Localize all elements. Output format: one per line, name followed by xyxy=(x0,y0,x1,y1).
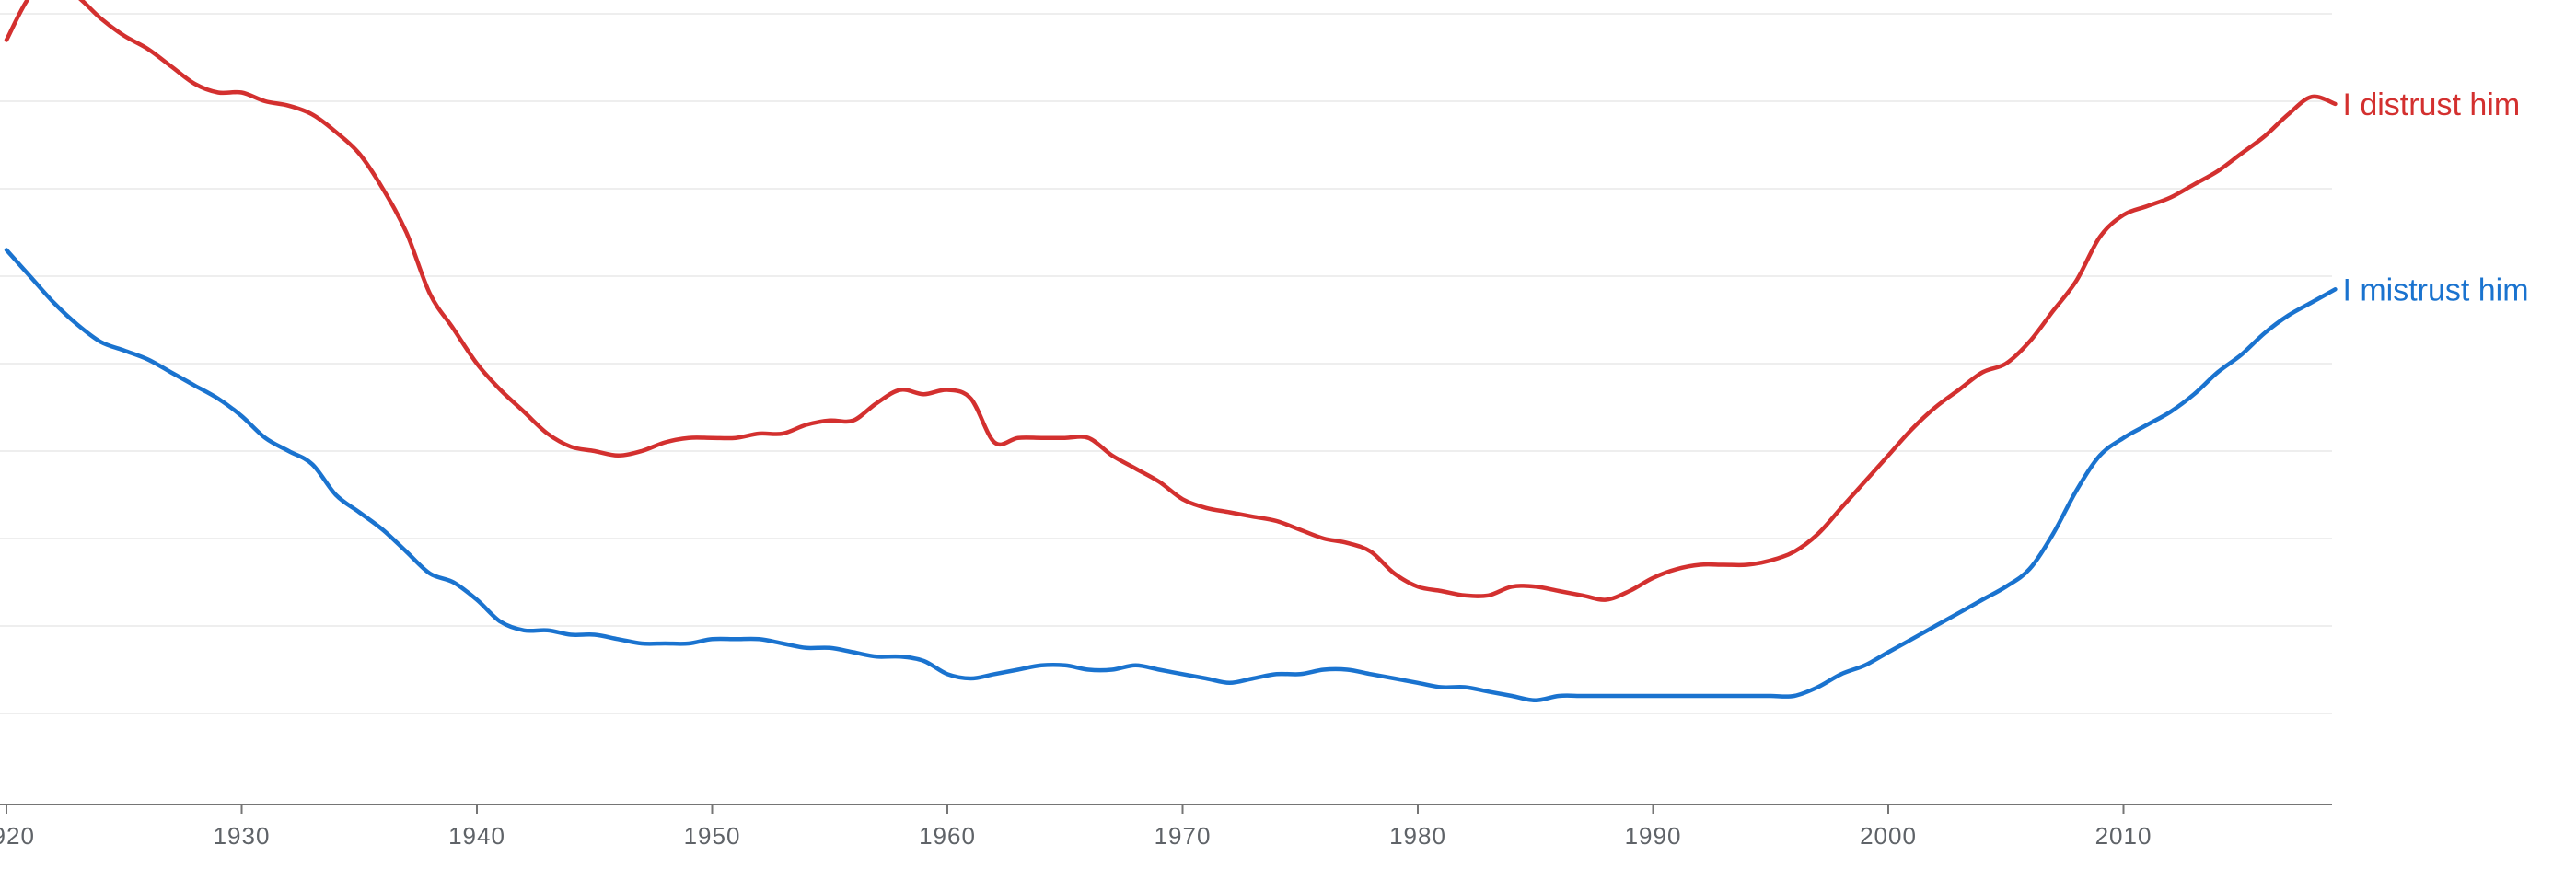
series-lines xyxy=(4,0,2338,703)
x-tick-label: 1930 xyxy=(214,822,271,850)
x-tick-label: 1970 xyxy=(1155,822,1212,850)
series-label-0: I distrust him xyxy=(2342,87,2520,122)
x-tick-label: 1950 xyxy=(684,822,741,850)
series-line-1 xyxy=(4,248,2338,703)
grid-lines xyxy=(0,13,2332,714)
x-axis-ticks: 1920 1930 1940 1950 1960 1970 1980 1990 2000 2010 xyxy=(0,805,2152,850)
series-line-0 xyxy=(4,0,2338,602)
x-tick-label: 1980 xyxy=(1389,822,1446,850)
x-tick-label: 2010 xyxy=(2095,822,2152,850)
series-label-1: I mistrust him xyxy=(2342,272,2528,307)
series-labels: I distrust him I mistrust him xyxy=(2342,87,2528,307)
x-tick-label: 1990 xyxy=(1625,822,1682,850)
x-tick-label: 1940 xyxy=(448,822,505,850)
x-tick-label: 2000 xyxy=(1860,822,1917,850)
x-tick-label: 1960 xyxy=(919,822,976,850)
x-tick-label: 1920 xyxy=(0,822,35,850)
